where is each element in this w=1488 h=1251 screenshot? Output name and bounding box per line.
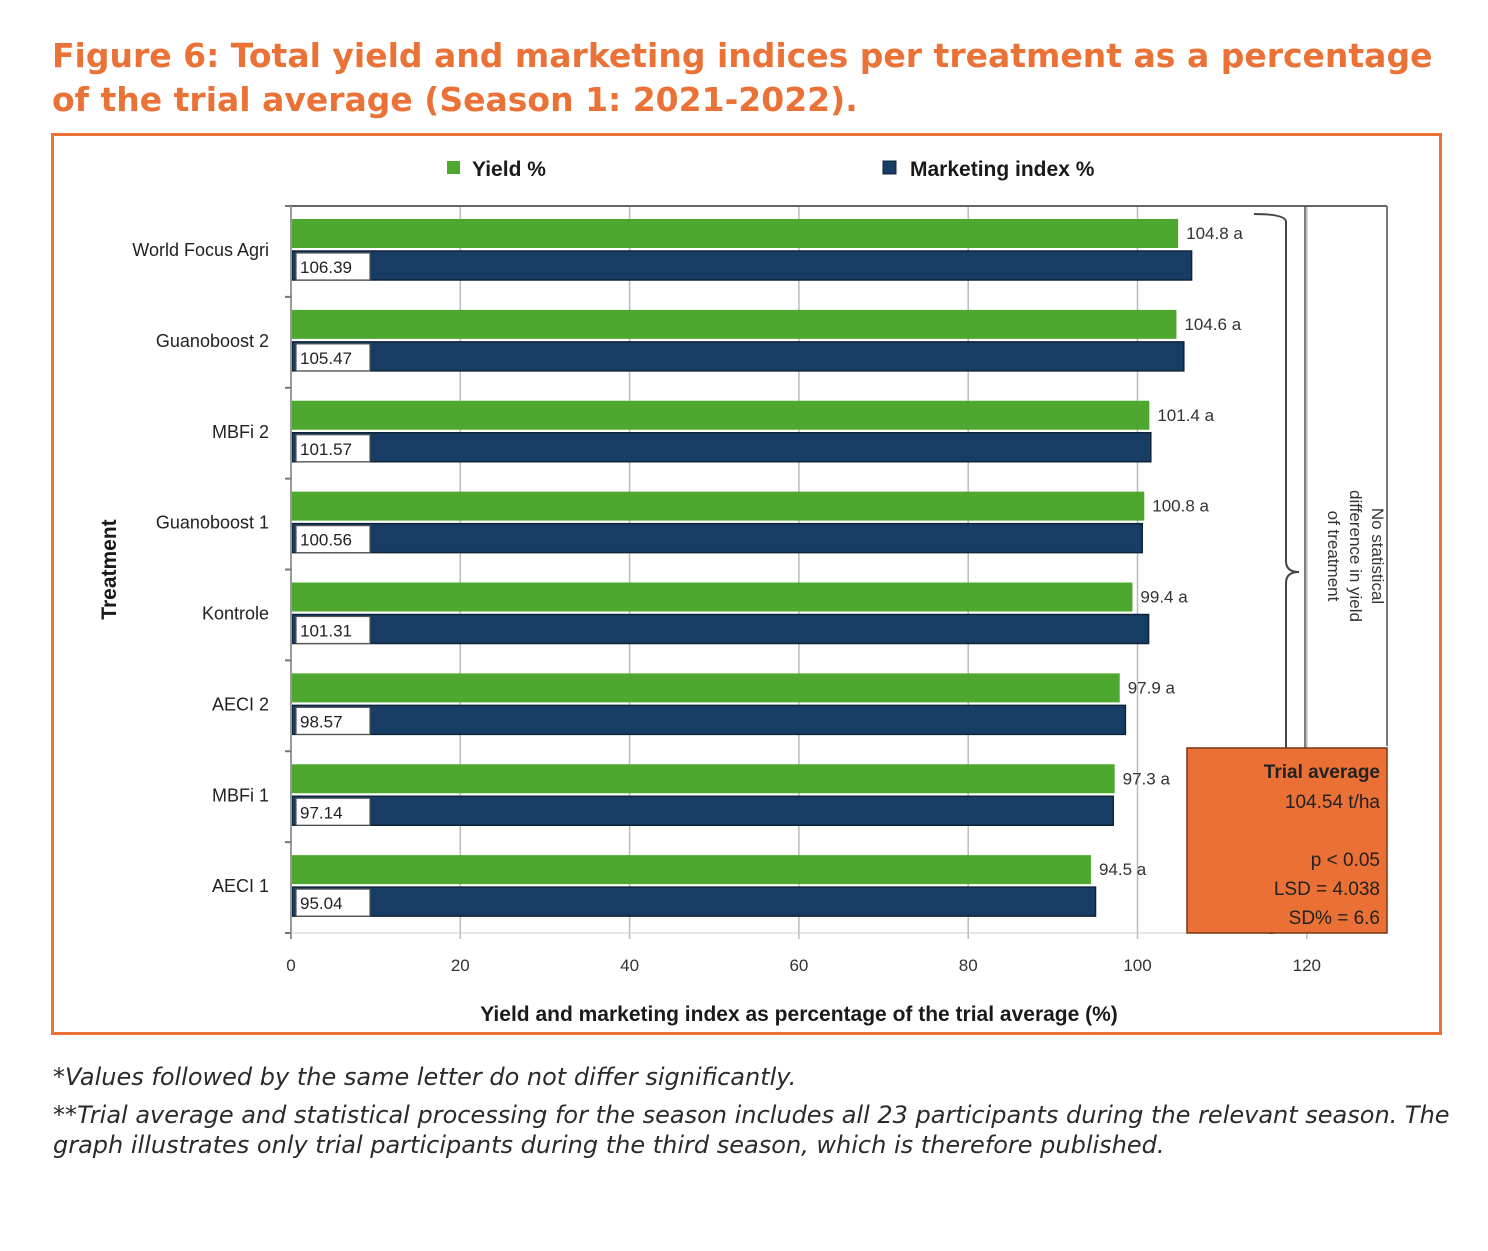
category-label: Guanoboost 1	[156, 513, 269, 533]
data-label-box	[295, 797, 371, 826]
data-label-box	[295, 343, 371, 372]
legend-swatch-yield	[447, 161, 460, 174]
data-label-box	[295, 434, 371, 463]
stats-box-line: LSD = 4.038	[1274, 879, 1380, 900]
data-label-yield: 104.8 a	[1186, 224, 1243, 243]
bar-chart: 0 20 40 60 80 100 120 104.8 a 106.39 World Focus …	[98, 158, 1388, 1026]
stats-box-line: 104.54 t/ha	[1285, 792, 1381, 813]
bracket-note-line: No statistical	[1368, 508, 1387, 604]
labels: 0 20 40 60 80 100 120 104.8 a 106.39 World Focus …	[98, 224, 1321, 1026]
data-label-box	[295, 525, 371, 554]
stats-box-heading: Trial average	[1264, 762, 1380, 783]
category-label: Kontrole	[202, 604, 269, 624]
bar-yield	[292, 764, 1115, 794]
x-tick-label: 20	[451, 956, 470, 975]
bar-marketing	[291, 522, 1143, 554]
data-label-marketing: 97.14	[300, 803, 343, 822]
y-axis-title: Treatment	[98, 519, 121, 619]
data-label-marketing: 98.57	[300, 712, 343, 731]
x-tick-label: 100	[1123, 956, 1151, 975]
figure-title: Figure 6: Total yield and marketing indi…	[52, 36, 1433, 119]
stats-box	[1186, 747, 1388, 934]
bar-marketing	[291, 341, 1185, 372]
category-label: AECI 2	[212, 694, 269, 714]
data-label-marketing: 101.31	[300, 622, 352, 641]
data-label-yield: 97.3 a	[1123, 769, 1171, 788]
category-label: AECI 1	[212, 876, 269, 896]
footnote-1: *Values followed by the same letter do n…	[53, 1063, 797, 1091]
bar-yield	[292, 582, 1133, 612]
x-axis-title: Yield and marketing index as percentage …	[480, 1003, 1118, 1026]
data-label-marketing: 100.56	[300, 531, 352, 550]
data-label-marketing: 95.04	[300, 894, 343, 913]
footnote-2: **Trial average and statistical processi…	[53, 1101, 1450, 1159]
bar-marketing	[291, 886, 1097, 917]
data-label-marketing: 101.57	[300, 440, 352, 459]
category-label: World Focus Agri	[132, 240, 269, 260]
data-label-marketing: 106.39	[300, 258, 352, 277]
x-tick-label: 40	[620, 956, 639, 975]
data-label-yield: 99.4 a	[1140, 588, 1188, 607]
bar-marketing	[291, 613, 1150, 645]
legend-label-yield: Yield %	[472, 158, 546, 181]
x-tick-label: 80	[959, 956, 978, 975]
bar-yield	[292, 491, 1145, 521]
bar-marketing	[291, 250, 1193, 281]
legend-label-marketing: Marketing index %	[910, 158, 1095, 181]
bar-yield	[292, 855, 1091, 885]
data-label-yield: 94.5 a	[1099, 860, 1147, 879]
data-label-box	[295, 252, 371, 281]
data-label-yield: 104.6 a	[1184, 315, 1241, 334]
bar-marketing	[291, 704, 1127, 736]
bar-yield	[292, 673, 1120, 703]
x-tick-label: 120	[1293, 956, 1321, 975]
data-label-yield: 100.8 a	[1152, 497, 1209, 516]
stats-box-line: p < 0.05	[1311, 850, 1380, 871]
x-tick-label: 60	[789, 956, 808, 975]
category-label: Guanoboost 2	[156, 331, 269, 351]
legend-swatch-marketing	[882, 160, 897, 175]
bar-marketing	[291, 795, 1115, 826]
legend: Yield % Marketing index %	[447, 158, 1095, 181]
bracket-note-line: difference in yield	[1346, 490, 1365, 622]
data-label-yield: 101.4 a	[1157, 406, 1214, 425]
category-label: MBFi 2	[212, 422, 269, 442]
data-label-box	[295, 888, 371, 917]
data-label-box	[295, 615, 371, 645]
bar-yield	[292, 309, 1177, 339]
chart-frame: 0 20 40 60 80 100 120 104.8 a 106.39 World Focus …	[51, 133, 1442, 1035]
bar-yield	[292, 400, 1150, 430]
data-label-yield: 97.9 a	[1128, 678, 1176, 697]
stats-box-line: SD% = 6.6	[1289, 908, 1380, 929]
bar-yield	[292, 219, 1179, 248]
bracket-note-line: of treatment	[1324, 511, 1343, 602]
data-label-box	[295, 706, 371, 735]
x-tick-label: 0	[286, 956, 295, 975]
data-label-marketing: 105.47	[300, 349, 352, 368]
bar-marketing	[291, 432, 1152, 463]
bars	[291, 219, 1193, 917]
category-label: MBFi 1	[212, 785, 269, 805]
